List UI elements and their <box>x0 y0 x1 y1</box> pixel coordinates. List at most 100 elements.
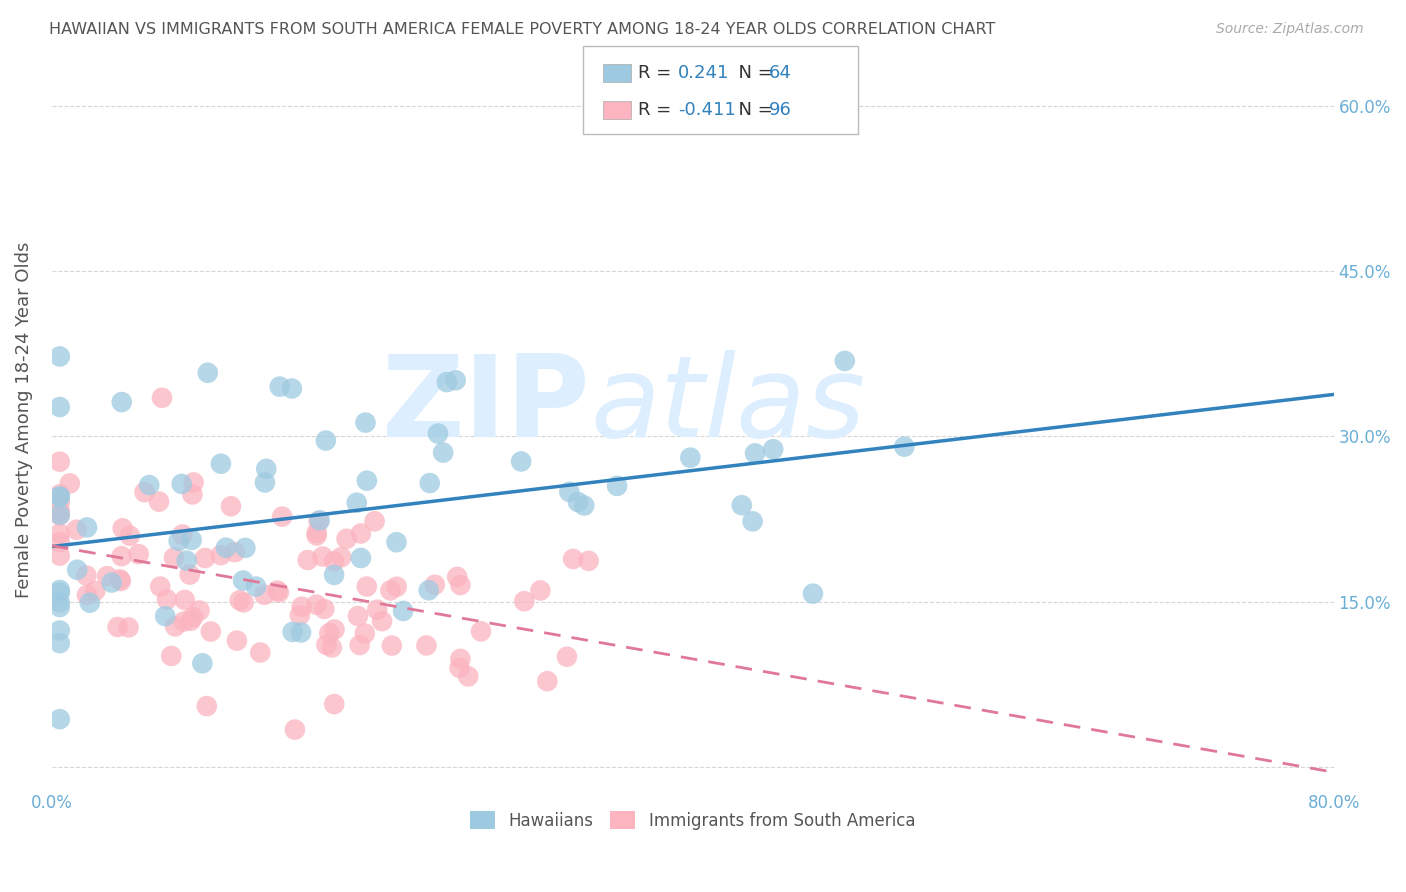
Point <box>349 638 371 652</box>
Point <box>762 442 785 457</box>
Point <box>574 499 596 513</box>
Point <box>49 350 72 364</box>
Point <box>197 366 219 380</box>
Point <box>160 648 183 663</box>
Point <box>191 657 214 671</box>
Point <box>170 477 193 491</box>
Point <box>356 474 378 488</box>
Point <box>181 487 204 501</box>
Point <box>513 594 536 608</box>
Point <box>149 580 172 594</box>
Point <box>305 598 328 612</box>
Point <box>49 549 72 563</box>
Point <box>128 547 150 561</box>
Point <box>423 578 446 592</box>
Point <box>314 602 336 616</box>
Point <box>153 609 176 624</box>
Point <box>163 550 186 565</box>
Point <box>267 585 290 599</box>
Point <box>111 395 134 409</box>
Point <box>323 568 346 582</box>
Point <box>49 490 72 504</box>
Point <box>49 585 72 599</box>
Point <box>179 567 201 582</box>
Point <box>49 508 72 522</box>
Point <box>49 582 72 597</box>
Text: R =: R = <box>638 64 678 82</box>
Point <box>562 552 585 566</box>
Point <box>315 434 337 448</box>
Point <box>558 484 581 499</box>
Point <box>183 475 205 490</box>
Text: atlas: atlas <box>591 350 865 460</box>
Point <box>235 541 257 555</box>
Point <box>436 375 458 389</box>
Point <box>418 583 440 598</box>
Point <box>225 633 247 648</box>
Point <box>308 513 330 527</box>
Point <box>172 527 194 541</box>
Legend: Hawaiians, Immigrants from South America: Hawaiians, Immigrants from South America <box>464 805 922 837</box>
Text: R =: R = <box>638 101 678 119</box>
Point <box>291 599 314 614</box>
Text: Source: ZipAtlas.com: Source: ZipAtlas.com <box>1216 22 1364 37</box>
Point <box>308 514 330 528</box>
Point <box>354 416 377 430</box>
Point <box>449 652 471 666</box>
Point <box>65 523 87 537</box>
Point <box>271 509 294 524</box>
Point <box>893 440 915 454</box>
Point <box>315 638 337 652</box>
Point <box>173 615 195 629</box>
Point <box>66 563 89 577</box>
Point <box>254 462 277 476</box>
Point <box>195 699 218 714</box>
Point <box>49 508 72 523</box>
Text: N =: N = <box>727 64 779 82</box>
Point <box>232 595 254 609</box>
Point <box>111 521 134 535</box>
Point <box>49 624 72 638</box>
Point <box>281 624 304 639</box>
Point <box>366 603 388 617</box>
Point <box>96 569 118 583</box>
Point <box>209 548 232 562</box>
Point <box>49 600 72 615</box>
Point <box>432 445 454 459</box>
Point <box>529 583 551 598</box>
Point <box>731 498 754 512</box>
Point <box>134 485 156 500</box>
Point <box>350 551 373 566</box>
Text: HAWAIIAN VS IMMIGRANTS FROM SOUTH AMERICA FEMALE POVERTY AMONG 18-24 YEAR OLDS C: HAWAIIAN VS IMMIGRANTS FROM SOUTH AMERIC… <box>49 22 995 37</box>
Point <box>49 455 72 469</box>
Point <box>167 533 190 548</box>
Point <box>318 626 340 640</box>
Point <box>297 553 319 567</box>
Point <box>350 526 373 541</box>
Point <box>330 550 353 565</box>
Point <box>266 583 288 598</box>
Text: 96: 96 <box>769 101 792 119</box>
Point <box>49 504 72 518</box>
Point <box>49 712 72 726</box>
Text: ZIP: ZIP <box>381 350 591 460</box>
Point <box>312 549 335 564</box>
Point <box>148 494 170 508</box>
Point <box>165 619 187 633</box>
Point <box>305 525 328 540</box>
Y-axis label: Female Poverty Among 18-24 Year Olds: Female Poverty Among 18-24 Year Olds <box>15 242 32 599</box>
Point <box>510 454 533 468</box>
Point <box>741 514 763 528</box>
Point <box>59 476 82 491</box>
Point <box>181 610 204 624</box>
Point <box>209 457 232 471</box>
Point <box>380 583 402 598</box>
Point <box>84 583 107 598</box>
Point <box>49 535 72 549</box>
Point <box>281 382 304 396</box>
Point <box>536 674 558 689</box>
Point <box>253 588 276 602</box>
Point <box>180 533 202 547</box>
Point <box>180 614 202 628</box>
Point <box>150 391 173 405</box>
